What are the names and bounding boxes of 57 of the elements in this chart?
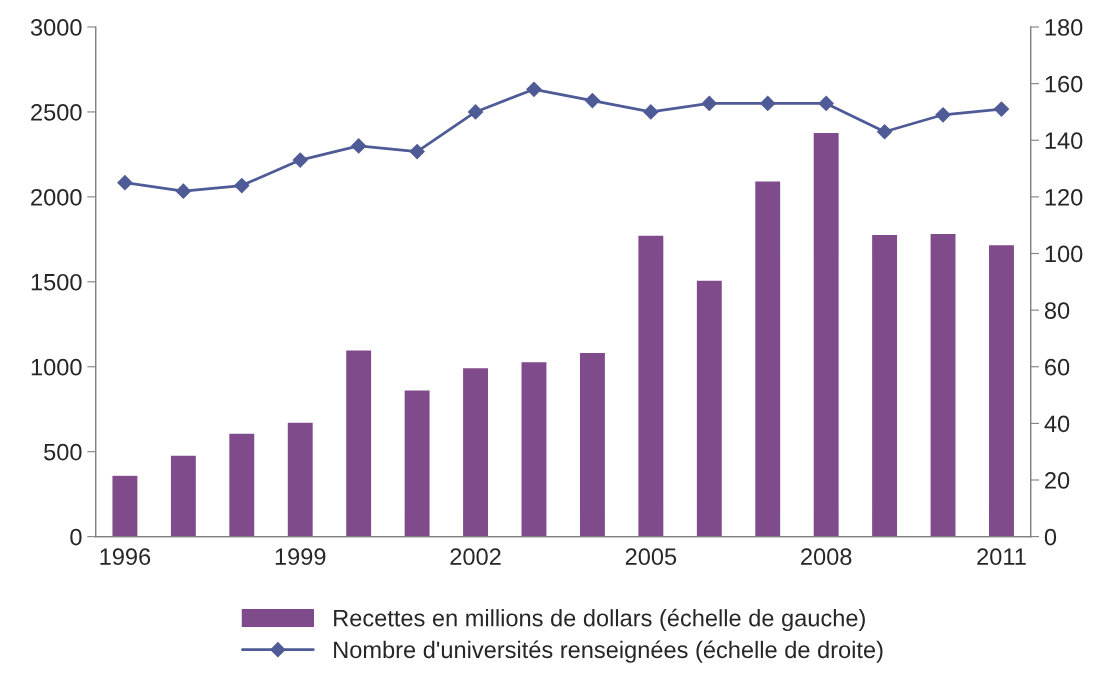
point — [877, 124, 893, 140]
bar — [461, 366, 490, 537]
point — [818, 95, 834, 112]
y2-tick-label: 100 — [1045, 245, 1083, 263]
y-tick-label: 0 — [70, 528, 82, 546]
bar — [929, 232, 957, 537]
y2-tick-label: 140 — [1045, 132, 1083, 150]
bar — [169, 454, 198, 537]
y-tick-label: 500 — [44, 443, 82, 461]
point — [760, 95, 776, 112]
point — [467, 104, 484, 120]
y-tick-label: 2000 — [31, 188, 82, 206]
point — [701, 95, 717, 112]
point — [993, 101, 1010, 117]
y2-tick-label: 80 — [1044, 302, 1070, 319]
point — [584, 93, 600, 109]
bar — [403, 388, 431, 537]
y2-tick-label: 60 — [1045, 358, 1070, 376]
y2-tick-label: 20 — [1045, 472, 1070, 489]
bar — [637, 234, 665, 537]
point — [175, 183, 191, 199]
x-tick-label: 2008 — [801, 548, 852, 566]
bar — [753, 180, 782, 537]
point — [526, 81, 542, 97]
bar — [520, 360, 548, 537]
y-tick-label: 1500 — [31, 273, 82, 291]
bar — [286, 421, 315, 537]
point — [935, 107, 951, 123]
x-tick-label: 1996 — [100, 548, 151, 566]
point — [643, 104, 659, 120]
bar — [111, 474, 139, 537]
point — [234, 177, 250, 194]
y2-tick-label: 40 — [1044, 415, 1070, 433]
bar — [987, 243, 1016, 537]
bar — [695, 279, 724, 537]
point — [409, 144, 425, 160]
y-tick-label: 2500 — [31, 104, 82, 121]
y2-tick-label: 160 — [1045, 75, 1083, 93]
legend-label: Nombre d'universités renseignées (échelle de droite) — [334, 640, 883, 663]
y2-tick-label: 0 — [1044, 528, 1057, 546]
bar — [227, 432, 256, 537]
x-tick-label: 2002 — [450, 548, 501, 566]
bar — [344, 349, 373, 537]
x-tick-label: 2011 — [977, 548, 1026, 566]
point — [117, 175, 133, 191]
bar — [870, 233, 899, 537]
bar — [578, 351, 607, 537]
bar — [812, 131, 841, 537]
point — [351, 138, 367, 154]
y-tick-label: 1000 — [31, 358, 82, 376]
point — [292, 152, 308, 168]
x-tick-label: 2005 — [625, 548, 677, 566]
x-tick-label: 1999 — [275, 548, 326, 566]
y2-tick-label: 120 — [1045, 188, 1083, 206]
y2-tick-label: 180 — [1045, 19, 1083, 36]
legend-label: Recettes en millions de dollars (échelle de gauche) — [334, 608, 865, 632]
y-tick-label: 3000 — [30, 19, 82, 36]
